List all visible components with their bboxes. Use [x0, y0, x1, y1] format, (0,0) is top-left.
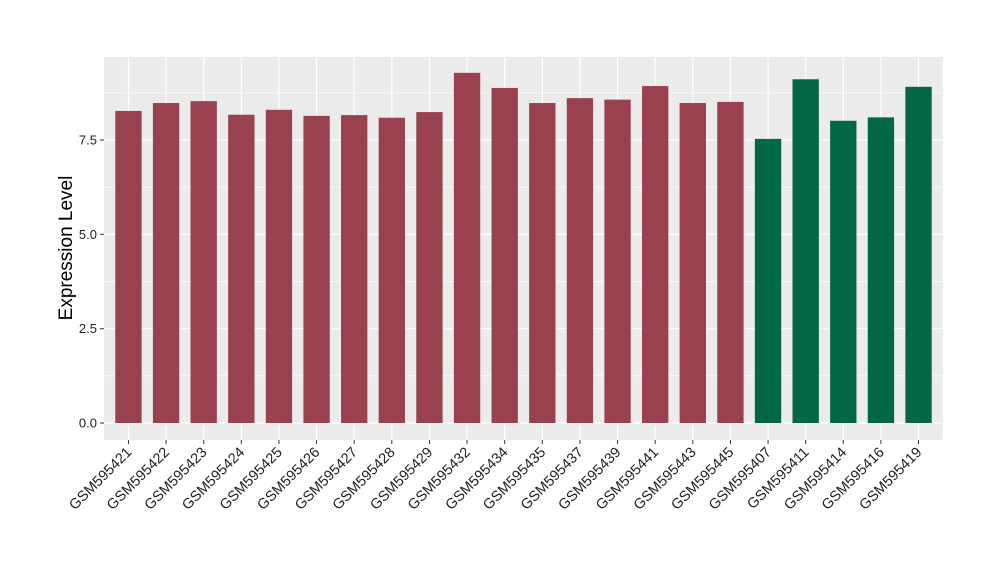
bar-gsm595426 [303, 115, 330, 424]
bar-gsm595432 [453, 72, 481, 424]
bar-gsm595429 [416, 112, 443, 424]
bar-gsm595437 [566, 98, 594, 424]
bars [115, 72, 932, 424]
bar-gsm595427 [341, 115, 368, 424]
bar-gsm595407 [754, 138, 782, 424]
bar-gsm595416 [867, 117, 895, 424]
bar-gsm595428 [378, 117, 405, 424]
y-tick-label: 7.5 [79, 133, 97, 148]
bar-gsm595422 [152, 103, 180, 424]
bar-gsm595423 [190, 101, 217, 424]
bar-gsm595419 [905, 86, 932, 424]
bar-gsm595443 [679, 103, 706, 424]
bar-gsm595424 [228, 114, 255, 424]
y-axis-title: Expression Level [56, 176, 77, 321]
bar-gsm595425 [265, 109, 293, 424]
y-tick-label: 0.0 [79, 416, 97, 431]
bar-gsm595435 [529, 103, 556, 424]
bar-gsm595439 [604, 99, 631, 424]
x-axis: GSM595421GSM595422GSM595423GSM595424GSM5… [66, 440, 925, 513]
bar-gsm595411 [792, 79, 819, 424]
bar-gsm595445 [717, 101, 744, 424]
y-tick-label: 2.5 [79, 321, 97, 336]
y-axis: 0.0 2.5 5.0 7.5 [79, 133, 104, 431]
bar-gsm595441 [642, 86, 669, 424]
y-tick-label: 5.0 [79, 227, 97, 242]
bar-gsm595414 [830, 120, 857, 424]
bar-gsm595434 [491, 87, 518, 424]
bar-gsm595421 [115, 110, 142, 424]
